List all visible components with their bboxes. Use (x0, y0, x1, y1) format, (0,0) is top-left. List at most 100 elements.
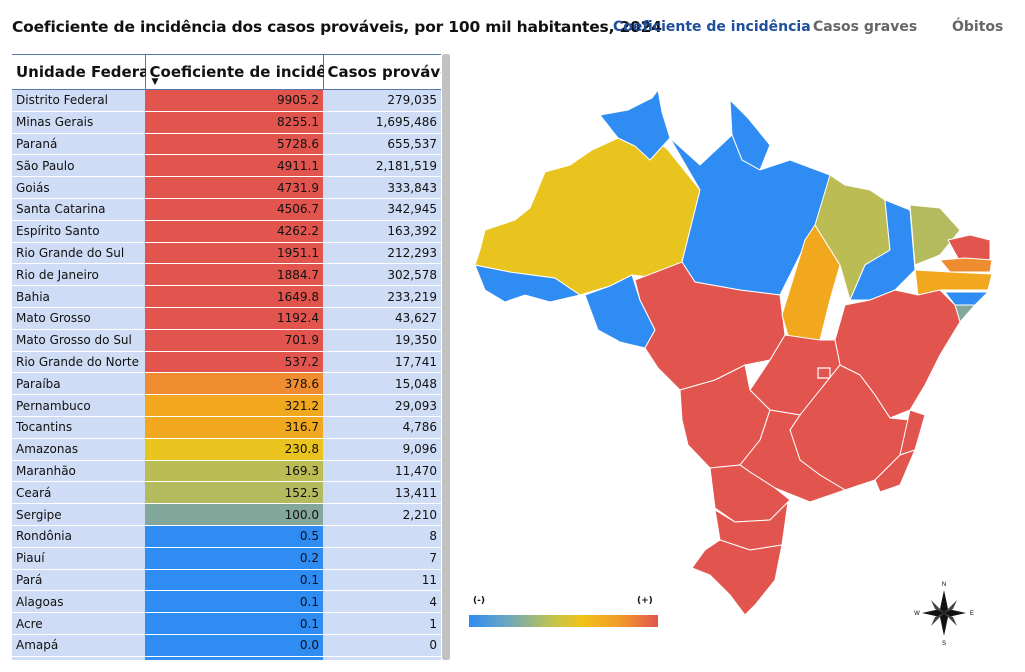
legend-max-label: (+) (637, 596, 653, 606)
incidence-table-container: Unidade Federada Coeficiente de incidênc… (12, 54, 441, 660)
cell-unidade-federada: Rio Grande do Sul (12, 242, 145, 265)
cell-unidade-federada: Distrito Federal (12, 89, 145, 112)
column-header-coeficiente-label: Coeficiente de incidência (149, 63, 362, 81)
table-row[interactable]: Distrito Federal 9905.2 279,035 (12, 89, 441, 112)
column-header-coeficiente[interactable]: Coeficiente de incidência ▼ (144, 54, 361, 90)
cell-casos-provaveis: 302,578 (323, 263, 441, 287)
table-row[interactable]: Espírito Santo 4262.2 163,392 (12, 220, 441, 243)
cell-casos-provaveis: 4,786 (323, 416, 441, 439)
cell-casos-provaveis: 2,210 (323, 503, 441, 526)
table-row[interactable]: Tocantins 316.7 4,786 (12, 416, 441, 439)
cell-unidade-federada: Mato Grosso (12, 307, 145, 330)
cell-unidade-federada: Sergipe (12, 503, 145, 526)
cell-unidade-federada: Maranhão (12, 460, 145, 483)
table-row[interactable]: Amapá 0.0 0 (12, 634, 441, 657)
tab-coeficiente-incidencia[interactable]: Coeficiente de incidência (613, 19, 811, 35)
cell-casos-provaveis: 13,411 (323, 481, 441, 505)
cell-unidade-federada: Ceará (12, 481, 145, 505)
compass-west-label: W (914, 611, 920, 617)
map-state-paraiba[interactable] (938, 257, 993, 273)
cell-unidade-federada: Amapá (12, 634, 145, 657)
tab-casos-graves[interactable]: Casos graves (813, 19, 918, 35)
table-row[interactable]: Santa Catarina 4506.7 342,945 (12, 198, 441, 221)
table-row[interactable]: Mato Grosso 1192.4 43,627 (12, 307, 441, 330)
table-scrollbar[interactable] (442, 54, 450, 660)
cell-unidade-federada: Alagoas (12, 590, 145, 614)
table-row[interactable]: Paraíba 378.6 15,048 (12, 372, 441, 396)
cell-unidade-federada: Tocantins (12, 416, 145, 439)
cell-coeficiente: 1884.7 (145, 263, 323, 287)
sort-descending-icon[interactable]: ▼ (151, 77, 159, 87)
cell-coeficiente: 5728.6 (145, 133, 323, 156)
table-row[interactable]: Rio de Janeiro 1884.7 302,578 (12, 263, 441, 287)
table-row[interactable]: Acre 0.1 1 (12, 612, 441, 635)
cell-coeficiente: 701.9 (145, 329, 323, 352)
incidence-table: Unidade Federada Coeficiente de incidênc… (12, 54, 441, 660)
table-row[interactable]: Piauí 0.2 7 (12, 547, 441, 570)
cell-unidade-federada (12, 656, 145, 660)
cell-coeficiente: 4731.9 (145, 176, 323, 199)
table-row[interactable]: Amazonas 230.8 9,096 (12, 438, 441, 461)
cell-coeficiente: 1649.8 (145, 285, 323, 308)
cell-coeficiente: 4911.1 (145, 154, 323, 178)
compass-north-label: N (942, 582, 946, 588)
table-row[interactable]: Sergipe 100.0 2,210 (12, 503, 441, 526)
cell-coeficiente (145, 656, 323, 660)
table-row[interactable]: Mato Grosso do Sul 701.9 19,350 (12, 329, 441, 352)
cell-casos-provaveis: 655,537 (323, 133, 441, 156)
column-header-casos[interactable]: Casos prováveis (323, 54, 441, 90)
map-state-roraima[interactable] (599, 90, 671, 161)
table-row[interactable] (12, 656, 441, 660)
compass-south-label: S (942, 641, 946, 647)
cell-coeficiente: 230.8 (145, 438, 323, 461)
table-row[interactable]: Ceará 152.5 13,411 (12, 481, 441, 505)
cell-casos-provaveis: 43,627 (323, 307, 441, 330)
table-row[interactable]: Alagoas 0.1 4 (12, 590, 441, 614)
cell-casos-provaveis: 15,048 (323, 372, 441, 396)
cell-unidade-federada: Espírito Santo (12, 220, 145, 243)
compass-rose-icon: N S W E (914, 582, 974, 647)
cell-coeficiente: 0.1 (145, 612, 323, 635)
table-row[interactable]: Maranhão 169.3 11,470 (12, 460, 441, 483)
cell-coeficiente: 1951.1 (145, 242, 323, 265)
table-row[interactable]: São Paulo 4911.1 2,181,519 (12, 154, 441, 178)
table-row[interactable]: Rio Grande do Sul 1951.1 212,293 (12, 242, 441, 265)
cell-unidade-federada: São Paulo (12, 154, 145, 178)
table-row[interactable]: Paraná 5728.6 655,537 (12, 133, 441, 156)
cell-casos-provaveis: 4 (323, 590, 441, 614)
map-state-rio-grande-do-sul[interactable] (691, 539, 783, 616)
compass-east-label: E (970, 611, 974, 617)
table-row[interactable]: Rio Grande do Norte 537.2 17,741 (12, 351, 441, 374)
cell-unidade-federada: Paraíba (12, 372, 145, 396)
cell-unidade-federada: Mato Grosso do Sul (12, 329, 145, 352)
cell-coeficiente: 0.2 (145, 547, 323, 570)
cell-coeficiente: 316.7 (145, 416, 323, 439)
table-row[interactable]: Rondônia 0.5 8 (12, 525, 441, 548)
cell-unidade-federada: Bahia (12, 285, 145, 308)
map-state-parana[interactable] (709, 464, 791, 523)
cell-casos-provaveis: 19,350 (323, 329, 441, 352)
map-state-distrito-federal[interactable] (817, 367, 831, 379)
table-body: Distrito Federal 9905.2 279,035 Minas Gerai… (12, 89, 441, 660)
cell-casos-provaveis: 1,695,486 (323, 111, 441, 134)
cell-coeficiente: 378.6 (145, 372, 323, 396)
cell-unidade-federada: Santa Catarina (12, 198, 145, 221)
cell-coeficiente: 4262.2 (145, 220, 323, 243)
table-row[interactable]: Goiás 4731.9 333,843 (12, 176, 441, 199)
map-state-rio-de-janeiro[interactable] (874, 449, 916, 493)
cell-casos-provaveis: 342,945 (323, 198, 441, 221)
cell-casos-provaveis: 0 (323, 634, 441, 657)
table-row[interactable]: Bahia 1649.8 233,219 (12, 285, 441, 308)
tab-obitos[interactable]: Óbitos (952, 19, 1004, 35)
column-header-uf[interactable]: Unidade Federada (12, 54, 170, 90)
table-row[interactable]: Pará 0.1 11 (12, 569, 441, 592)
cell-unidade-federada: Piauí (12, 547, 145, 570)
cell-casos-provaveis: 11,470 (323, 460, 441, 483)
cell-casos-provaveis (323, 656, 441, 660)
table-scrollbar-thumb[interactable] (442, 54, 450, 660)
table-row[interactable]: Minas Gerais 8255.1 1,695,486 (12, 111, 441, 134)
cell-unidade-federada: Pernambuco (12, 394, 145, 417)
map-state-pernambuco[interactable] (914, 269, 993, 296)
table-row[interactable]: Pernambuco 321.2 29,093 (12, 394, 441, 417)
map-state-ceara[interactable] (909, 204, 961, 266)
